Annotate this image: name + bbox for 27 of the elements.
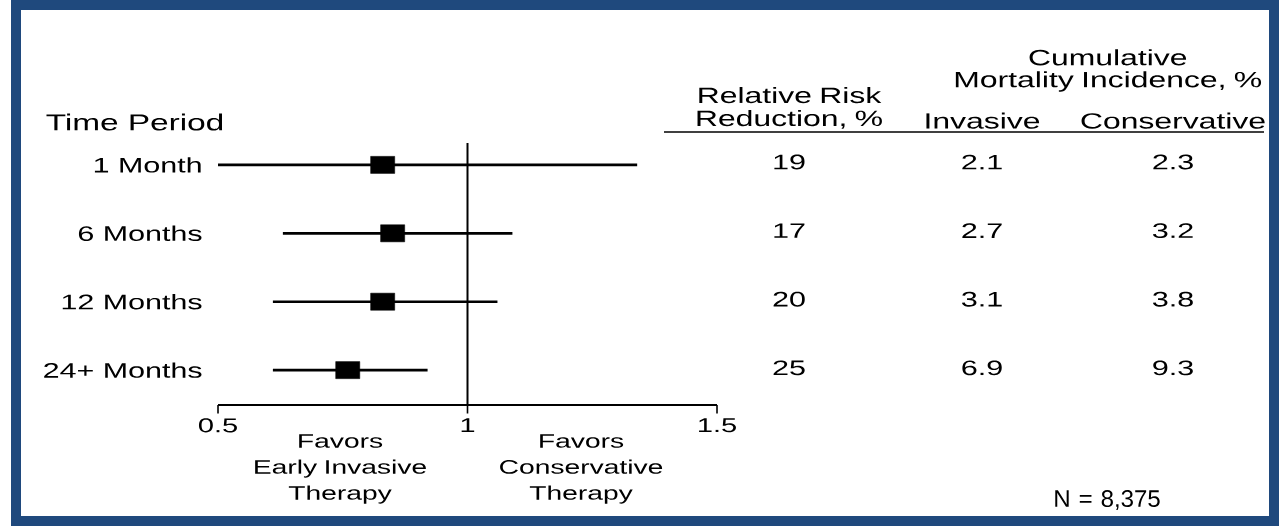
text: Favors Conservative Therapy <box>500 434 663 504</box>
text: 9.3 <box>1153 360 1193 376</box>
text: 2.1 <box>962 154 1002 170</box>
text: 25 <box>773 360 805 376</box>
text: 20 <box>773 291 805 307</box>
y-tick-label: 24+ Months <box>44 362 202 378</box>
text: 3.1 <box>962 291 1002 307</box>
x-tick-label: 0.5 <box>198 418 237 433</box>
text: Cumulative Mortality Incidence, % <box>955 49 1262 92</box>
text: 3.8 <box>1153 291 1193 307</box>
text: Favors Early Invasive Therapy <box>255 434 426 504</box>
text: 6.9 <box>962 360 1002 376</box>
x-tick-label: 1 <box>461 418 475 433</box>
y-tick-label: 1 Month <box>94 157 201 173</box>
text: 19 <box>774 154 805 170</box>
x-tick-label: 1.5 <box>699 418 736 433</box>
text: 17 <box>774 223 805 238</box>
text: Invasive <box>926 112 1040 129</box>
y-tick-label: 6 Months <box>78 225 202 242</box>
text: 2.3 <box>1153 154 1193 170</box>
text: 3.2 <box>1153 223 1193 239</box>
text: 2.7 <box>962 223 1002 238</box>
text: N = 8,375 <box>1055 490 1160 510</box>
y-tick-label: 12 Months <box>62 294 202 310</box>
text: Relative Risk Reduction, % <box>697 86 882 129</box>
text: Conservative <box>1081 112 1265 129</box>
y-axis-title: Time Period <box>46 113 223 131</box>
